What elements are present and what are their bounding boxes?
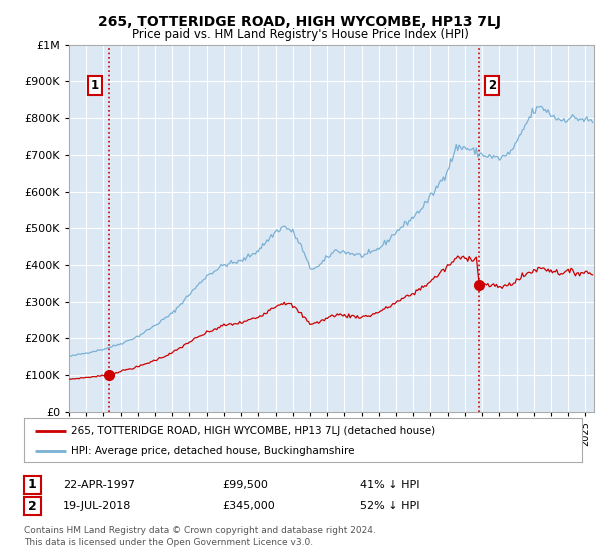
Text: Price paid vs. HM Land Registry's House Price Index (HPI): Price paid vs. HM Land Registry's House … [131,28,469,41]
Text: 2: 2 [28,500,37,513]
Text: Contains HM Land Registry data © Crown copyright and database right 2024.
This d: Contains HM Land Registry data © Crown c… [24,526,376,547]
Text: HPI: Average price, detached house, Buckinghamshire: HPI: Average price, detached house, Buck… [71,446,355,456]
Text: 52% ↓ HPI: 52% ↓ HPI [360,501,419,511]
Text: 41% ↓ HPI: 41% ↓ HPI [360,480,419,490]
Text: 265, TOTTERIDGE ROAD, HIGH WYCOMBE, HP13 7LJ (detached house): 265, TOTTERIDGE ROAD, HIGH WYCOMBE, HP13… [71,426,436,436]
Text: £345,000: £345,000 [222,501,275,511]
Text: 2: 2 [488,78,497,92]
Text: 1: 1 [28,478,37,492]
Text: 1: 1 [91,78,99,92]
Text: £99,500: £99,500 [222,480,268,490]
Text: 265, TOTTERIDGE ROAD, HIGH WYCOMBE, HP13 7LJ: 265, TOTTERIDGE ROAD, HIGH WYCOMBE, HP13… [98,15,502,29]
Text: 19-JUL-2018: 19-JUL-2018 [63,501,131,511]
Text: 22-APR-1997: 22-APR-1997 [63,480,135,490]
